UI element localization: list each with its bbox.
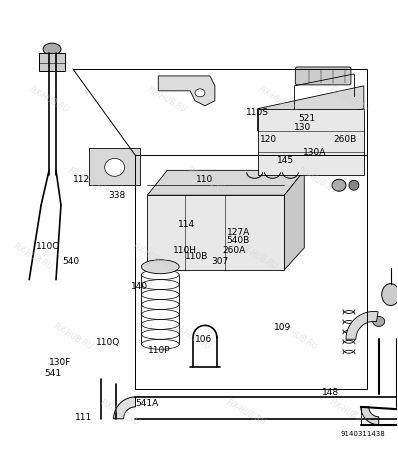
Text: FIX-HUB.RU: FIX-HUB.RU [297, 166, 339, 195]
Text: FIX-HUB.RU: FIX-HUB.RU [257, 85, 299, 115]
Text: 110C: 110C [36, 242, 60, 251]
Text: 111: 111 [74, 413, 92, 422]
Text: 130F: 130F [49, 358, 71, 367]
Text: FIX-HUB.RU: FIX-HUB.RU [225, 398, 267, 428]
Text: 145: 145 [277, 156, 295, 165]
Text: 260A: 260A [223, 247, 246, 256]
Text: 114: 114 [178, 220, 195, 229]
Polygon shape [147, 195, 285, 270]
Text: 9140311438: 9140311438 [340, 432, 385, 437]
Text: FIX-HUB.RU: FIX-HUB.RU [146, 85, 189, 115]
Text: FIX-HUB.RU: FIX-HUB.RU [12, 242, 54, 271]
Text: FIX-HUB.RU: FIX-HUB.RU [67, 166, 109, 195]
Polygon shape [258, 86, 364, 130]
Text: 106: 106 [195, 334, 212, 343]
Text: 120: 120 [260, 135, 277, 144]
Text: 260B: 260B [334, 135, 357, 144]
Text: 127A: 127A [227, 228, 250, 237]
Polygon shape [158, 76, 215, 106]
Text: FIX-HUB.RU: FIX-HUB.RU [186, 166, 228, 195]
Ellipse shape [332, 179, 346, 191]
Text: 338: 338 [108, 191, 125, 200]
Ellipse shape [382, 284, 398, 306]
Text: 110S: 110S [246, 108, 269, 117]
Text: 130A: 130A [302, 148, 326, 157]
Text: 541: 541 [44, 369, 61, 378]
Polygon shape [89, 148, 140, 185]
Text: FIX-HUB.RU: FIX-HUB.RU [51, 322, 94, 351]
Polygon shape [147, 171, 304, 195]
Text: FIX-HUB.RU: FIX-HUB.RU [328, 85, 371, 115]
Ellipse shape [91, 160, 107, 176]
Ellipse shape [349, 180, 359, 190]
Polygon shape [346, 311, 378, 339]
Text: 148: 148 [322, 388, 339, 397]
Ellipse shape [141, 260, 179, 274]
Text: FIX-HUB.RU: FIX-HUB.RU [27, 85, 70, 115]
Text: 521: 521 [298, 114, 315, 123]
Text: 110H: 110H [173, 246, 197, 255]
Text: 110B: 110B [185, 252, 208, 261]
Text: 112: 112 [72, 175, 90, 184]
Polygon shape [285, 171, 304, 270]
FancyBboxPatch shape [295, 67, 351, 85]
Text: FIX-HUB.RU: FIX-HUB.RU [99, 398, 141, 428]
Polygon shape [258, 109, 364, 176]
Ellipse shape [195, 89, 205, 97]
Text: FIX-HUB.RU: FIX-HUB.RU [237, 242, 279, 271]
Text: FIX-HUB.RU: FIX-HUB.RU [170, 322, 212, 351]
Text: 110: 110 [196, 175, 213, 184]
Text: FIX-HUB.RU: FIX-HUB.RU [328, 398, 371, 428]
Text: 541A: 541A [136, 400, 159, 409]
Text: 130: 130 [294, 123, 311, 132]
Ellipse shape [43, 43, 61, 55]
Text: 140: 140 [131, 282, 148, 291]
Bar [39, 53, 65, 71]
Text: 540: 540 [62, 257, 80, 266]
Text: 109: 109 [274, 324, 291, 333]
Text: FIX-HUB.RU: FIX-HUB.RU [131, 242, 173, 271]
Ellipse shape [105, 158, 125, 176]
Text: 110P: 110P [148, 346, 170, 355]
Polygon shape [113, 397, 135, 419]
Text: 307: 307 [211, 257, 228, 266]
Text: FIX-HUB.RU: FIX-HUB.RU [277, 322, 319, 351]
Ellipse shape [373, 316, 385, 326]
Text: 540B: 540B [227, 236, 250, 245]
Polygon shape [361, 407, 379, 425]
Text: 110Q: 110Q [96, 338, 121, 346]
